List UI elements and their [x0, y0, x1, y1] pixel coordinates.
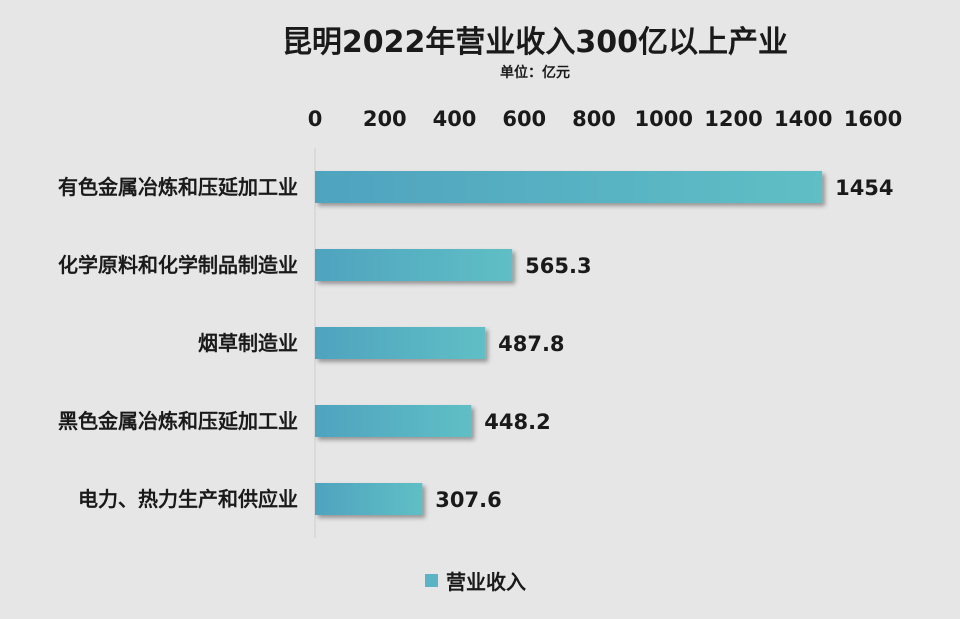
value-label: 487.8 [498, 332, 564, 356]
x-tick-label: 800 [572, 107, 616, 131]
x-tick-label: 1200 [704, 107, 762, 131]
category-label: 化学原料和化学制品制造业 [58, 253, 298, 277]
bar [315, 171, 823, 203]
value-label: 1454 [835, 176, 893, 200]
value-labels: 1454 565.3 487.8 448.2 307.6 [435, 176, 893, 512]
category-labels: 有色金属冶炼和压延加工业化学原料和化学制品制造业烟草制造业黑色金属冶炼和压延加工… [58, 175, 298, 511]
x-tick-label: 200 [363, 107, 407, 131]
x-axis-ticks: 0 200 400 600 800 1000 1200 1400 1600 [308, 107, 903, 131]
legend-swatch [425, 574, 438, 587]
chart-title: 昆明2022年营业收入300亿以上产业 [282, 25, 788, 60]
chart-subtitle: 单位：亿元 [500, 64, 570, 81]
category-label: 烟草制造业 [198, 331, 298, 355]
value-label: 307.6 [435, 488, 501, 512]
value-label: 448.2 [484, 410, 550, 434]
value-label: 565.3 [525, 254, 591, 278]
bar [315, 327, 486, 359]
legend-label: 营业收入 [446, 570, 526, 594]
bar-series [315, 171, 823, 515]
x-tick-label: 1600 [844, 107, 902, 131]
x-tick-label: 400 [433, 107, 477, 131]
category-label: 电力、热力生产和供应业 [78, 487, 298, 511]
x-tick-label: 600 [502, 107, 546, 131]
legend: 营业收入 [425, 570, 526, 594]
bar [315, 483, 423, 515]
category-label: 黑色金属冶炼和压延加工业 [58, 409, 298, 433]
bar [315, 249, 513, 281]
bar [315, 405, 472, 437]
x-tick-label: 1000 [635, 107, 693, 131]
x-tick-label: 0 [308, 107, 323, 131]
category-label: 有色金属冶炼和压延加工业 [58, 175, 298, 199]
x-tick-label: 1400 [774, 107, 832, 131]
